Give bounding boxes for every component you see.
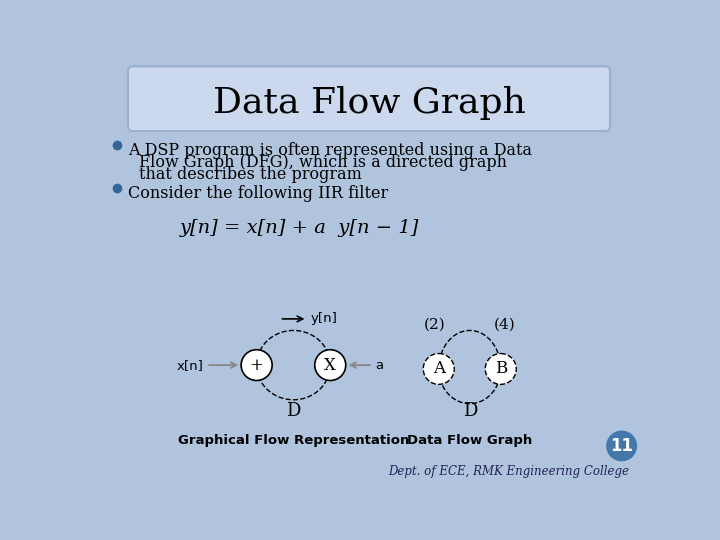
FancyBboxPatch shape [128, 66, 610, 131]
Text: a: a [375, 359, 383, 372]
Text: Data Flow Graph: Data Flow Graph [212, 86, 526, 120]
Text: B: B [495, 361, 507, 377]
Circle shape [315, 350, 346, 381]
Text: (2): (2) [424, 318, 446, 332]
Text: D: D [462, 402, 477, 420]
Text: A: A [433, 361, 445, 377]
Text: Flow Graph (DFG), which is a directed graph: Flow Graph (DFG), which is a directed gr… [139, 154, 507, 171]
Text: Consider the following IIR filter: Consider the following IIR filter [128, 185, 388, 202]
Text: D: D [287, 402, 301, 420]
Text: Dept. of ECE, RMK Engineering College: Dept. of ECE, RMK Engineering College [388, 465, 629, 478]
Text: x[n]: x[n] [177, 359, 204, 372]
Text: X: X [324, 356, 336, 374]
Text: y[n]: y[n] [310, 313, 338, 326]
Text: A DSP program is often represented using a Data: A DSP program is often represented using… [128, 142, 532, 159]
Text: (4): (4) [494, 318, 516, 332]
Text: +: + [250, 356, 264, 374]
Text: Data Flow Graph: Data Flow Graph [407, 434, 532, 448]
Text: that describes the program: that describes the program [139, 166, 361, 184]
Circle shape [241, 350, 272, 381]
Circle shape [423, 354, 454, 384]
Circle shape [485, 354, 516, 384]
Text: 11: 11 [610, 437, 633, 455]
Circle shape [606, 430, 637, 461]
Text: y[n] = x[n] + a  y[n − 1]: y[n] = x[n] + a y[n − 1] [179, 219, 419, 237]
Text: Graphical Flow Representation: Graphical Flow Representation [178, 434, 409, 448]
